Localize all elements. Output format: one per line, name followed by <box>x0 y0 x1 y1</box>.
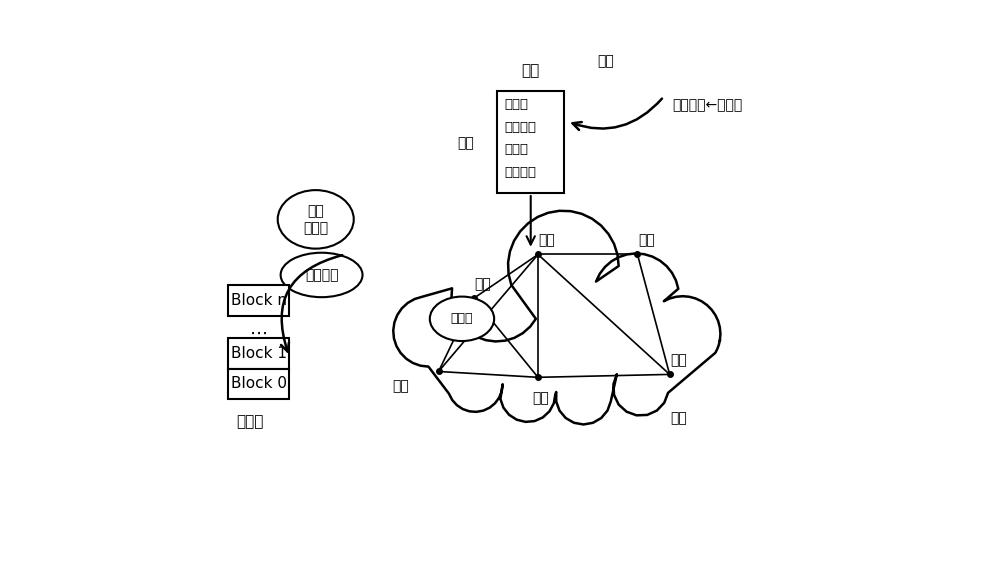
Text: 可信
第三方: 可信 第三方 <box>303 204 328 235</box>
Text: 组织机构: 组织机构 <box>305 268 338 282</box>
Bar <box>228 285 289 316</box>
Text: 交易: 交易 <box>522 63 540 78</box>
Ellipse shape <box>430 297 494 341</box>
Text: Block n: Block n <box>231 293 287 308</box>
Text: 本次交易: 本次交易 <box>504 121 536 133</box>
Ellipse shape <box>281 253 363 297</box>
Text: 节点: 节点 <box>474 277 491 291</box>
Text: 节点: 节点 <box>638 233 655 247</box>
Text: 节点: 节点 <box>538 233 555 247</box>
Text: 区块链: 区块链 <box>236 414 263 429</box>
Bar <box>228 338 289 369</box>
Text: 产生: 产生 <box>597 54 614 68</box>
Polygon shape <box>393 211 720 425</box>
Text: 签名: 签名 <box>457 136 474 150</box>
Text: 目标地址: 目标地址 <box>504 166 536 179</box>
Text: Block 1: Block 1 <box>231 346 287 361</box>
Bar <box>497 91 564 193</box>
Text: 节点: 节点 <box>392 379 409 393</box>
Text: 输入：: 输入： <box>504 98 528 111</box>
Text: 节点: 节点 <box>533 391 549 405</box>
Bar <box>228 369 289 399</box>
Ellipse shape <box>278 190 354 249</box>
Text: 矿工: 矿工 <box>670 411 687 425</box>
Text: 公私鑰对←投票人: 公私鑰对←投票人 <box>673 98 743 112</box>
Text: ⋯: ⋯ <box>250 325 268 342</box>
Text: 投票人: 投票人 <box>451 312 473 325</box>
Text: Block 0: Block 0 <box>231 376 287 391</box>
Text: 输出：: 输出： <box>504 143 528 156</box>
Text: 节点: 节点 <box>670 353 687 367</box>
